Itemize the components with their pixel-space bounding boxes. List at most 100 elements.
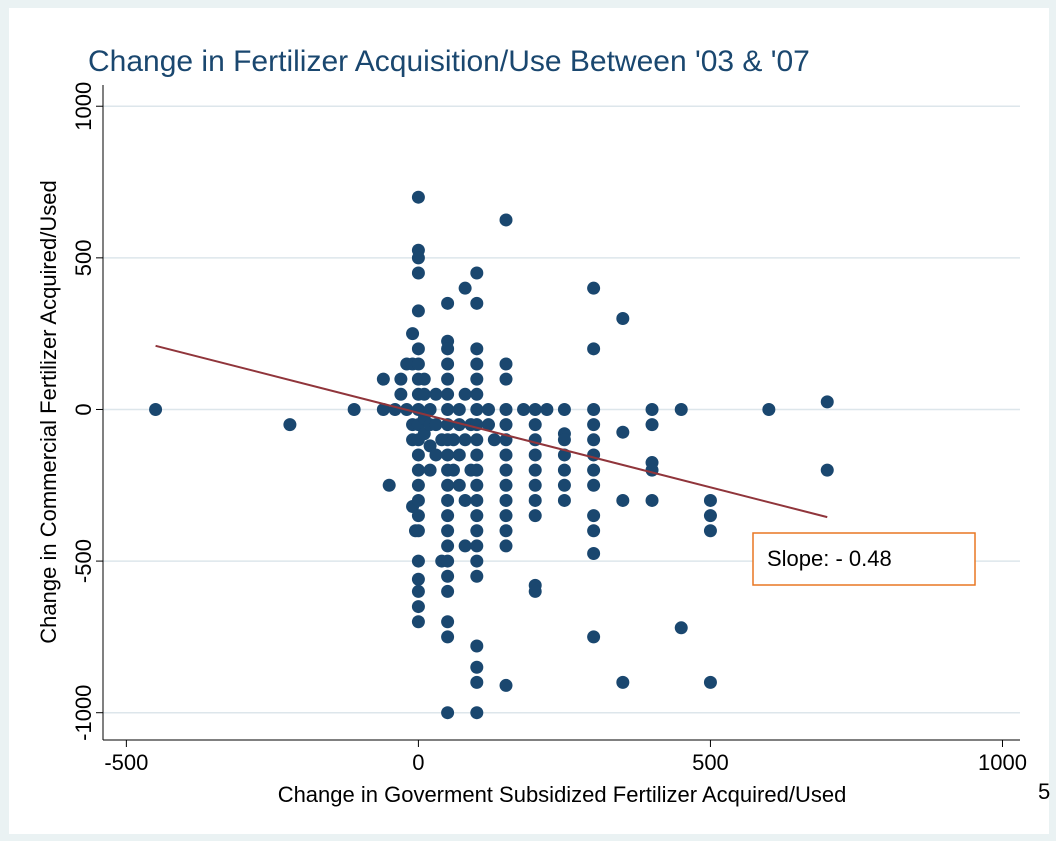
point bbox=[441, 706, 455, 720]
point bbox=[452, 448, 466, 462]
point bbox=[417, 372, 431, 386]
point bbox=[411, 554, 425, 568]
point bbox=[470, 524, 484, 538]
point bbox=[470, 342, 484, 356]
point bbox=[470, 554, 484, 568]
point bbox=[423, 463, 437, 477]
point bbox=[441, 584, 455, 598]
point bbox=[411, 304, 425, 318]
point bbox=[470, 266, 484, 280]
point bbox=[528, 478, 542, 492]
point bbox=[441, 357, 455, 371]
point bbox=[470, 448, 484, 462]
point bbox=[762, 402, 776, 416]
point bbox=[528, 448, 542, 462]
point bbox=[645, 463, 659, 477]
point bbox=[557, 493, 571, 507]
point bbox=[441, 615, 455, 629]
point bbox=[528, 493, 542, 507]
point bbox=[452, 402, 466, 416]
point bbox=[674, 402, 688, 416]
point bbox=[347, 402, 361, 416]
point bbox=[470, 402, 484, 416]
annotation: Slope: - 0.48 bbox=[767, 546, 892, 571]
point bbox=[411, 190, 425, 204]
point bbox=[528, 463, 542, 477]
point bbox=[411, 493, 425, 507]
point bbox=[411, 509, 425, 523]
y-tick-label: -1000 bbox=[71, 685, 96, 741]
point bbox=[441, 448, 455, 462]
point bbox=[703, 524, 717, 538]
point bbox=[441, 372, 455, 386]
point bbox=[587, 402, 601, 416]
point bbox=[458, 539, 472, 553]
point bbox=[587, 433, 601, 447]
point bbox=[446, 433, 460, 447]
point bbox=[499, 493, 513, 507]
y-axis-label: Change in Commercial Fertilizer Acquired… bbox=[36, 180, 61, 643]
point bbox=[441, 296, 455, 310]
point bbox=[557, 402, 571, 416]
point bbox=[441, 554, 455, 568]
point bbox=[616, 425, 630, 439]
point bbox=[499, 418, 513, 432]
graph-region bbox=[9, 8, 1049, 834]
point bbox=[411, 266, 425, 280]
point bbox=[441, 509, 455, 523]
clipped-text: 5 bbox=[1038, 779, 1050, 804]
point bbox=[441, 630, 455, 644]
point bbox=[452, 478, 466, 492]
point bbox=[470, 493, 484, 507]
point bbox=[645, 493, 659, 507]
point bbox=[411, 584, 425, 598]
point bbox=[528, 402, 542, 416]
point bbox=[441, 387, 455, 401]
point bbox=[587, 418, 601, 432]
point bbox=[499, 463, 513, 477]
point bbox=[411, 463, 425, 477]
point bbox=[499, 524, 513, 538]
point bbox=[429, 418, 443, 432]
point bbox=[441, 569, 455, 583]
point bbox=[499, 678, 513, 692]
point bbox=[411, 524, 425, 538]
point bbox=[499, 539, 513, 553]
point bbox=[470, 463, 484, 477]
point bbox=[441, 539, 455, 553]
chart-title: Change in Fertilizer Acquisition/Use Bet… bbox=[88, 45, 810, 78]
point bbox=[517, 402, 531, 416]
point bbox=[429, 448, 443, 462]
point bbox=[616, 675, 630, 689]
point bbox=[528, 509, 542, 523]
point bbox=[411, 572, 425, 586]
point bbox=[557, 478, 571, 492]
point bbox=[411, 357, 425, 371]
point bbox=[411, 478, 425, 492]
point bbox=[587, 478, 601, 492]
x-tick-label: 1000 bbox=[978, 750, 1027, 775]
point bbox=[470, 639, 484, 653]
point bbox=[376, 372, 390, 386]
point bbox=[499, 372, 513, 386]
point bbox=[441, 402, 455, 416]
point bbox=[470, 675, 484, 689]
point bbox=[458, 281, 472, 295]
point bbox=[441, 493, 455, 507]
x-tick-label: 500 bbox=[692, 750, 729, 775]
point bbox=[411, 615, 425, 629]
point bbox=[470, 372, 484, 386]
point bbox=[587, 547, 601, 561]
point bbox=[481, 418, 495, 432]
point bbox=[429, 387, 443, 401]
point bbox=[458, 387, 472, 401]
point bbox=[394, 387, 408, 401]
point bbox=[411, 448, 425, 462]
point bbox=[411, 342, 425, 356]
point bbox=[703, 509, 717, 523]
x-axis-label: Change in Goverment Subsidized Fertilize… bbox=[278, 782, 847, 807]
point bbox=[703, 675, 717, 689]
point bbox=[283, 418, 297, 432]
point bbox=[499, 509, 513, 523]
